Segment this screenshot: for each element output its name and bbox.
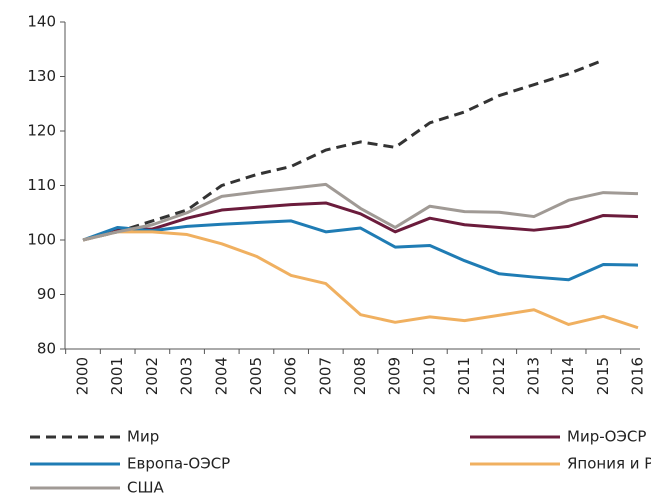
x-tick-label: 2004 — [212, 357, 230, 395]
legend-label: Европа-ОЭСР — [127, 455, 230, 473]
y-tick-label: 90 — [37, 285, 56, 303]
y-tick-label: 100 — [27, 231, 56, 249]
legend-label: Япония и Р.Корея — [567, 455, 651, 473]
series-line — [82, 230, 639, 330]
y-tick-label: 110 — [27, 176, 56, 194]
x-tick-label: 2002 — [143, 357, 161, 395]
x-tick-label: 2000 — [74, 357, 92, 395]
series-line — [82, 58, 604, 242]
x-tick-label: 2012 — [490, 357, 508, 395]
series-line — [82, 219, 639, 282]
x-tick-label: 2014 — [559, 357, 577, 395]
legend-label: Мир — [127, 428, 159, 446]
x-tick-label: 2001 — [108, 357, 126, 395]
y-tick-label: 80 — [37, 340, 56, 358]
legend-label: Мир-ОЭСР — [567, 428, 646, 446]
x-tick-label: 2015 — [594, 357, 612, 395]
x-tick-label: 2009 — [386, 357, 404, 395]
y-tick-label: 120 — [27, 122, 56, 140]
x-tick-label: 2013 — [524, 357, 542, 395]
x-tick-label: 2008 — [351, 357, 369, 395]
x-tick-label: 2011 — [455, 357, 473, 395]
series-line — [82, 201, 639, 242]
x-tick-label: 2003 — [178, 357, 196, 395]
x-tick-label: 2005 — [247, 357, 265, 395]
x-tick-label: 2010 — [420, 357, 438, 395]
y-tick-label: 130 — [27, 67, 56, 85]
legend-label: США — [127, 479, 165, 496]
series-line — [82, 182, 639, 242]
x-tick-label: 2007 — [316, 357, 334, 395]
x-tick-label: 2016 — [629, 357, 647, 395]
y-tick-label: 140 — [27, 13, 56, 31]
x-tick-label: 2006 — [282, 357, 300, 395]
